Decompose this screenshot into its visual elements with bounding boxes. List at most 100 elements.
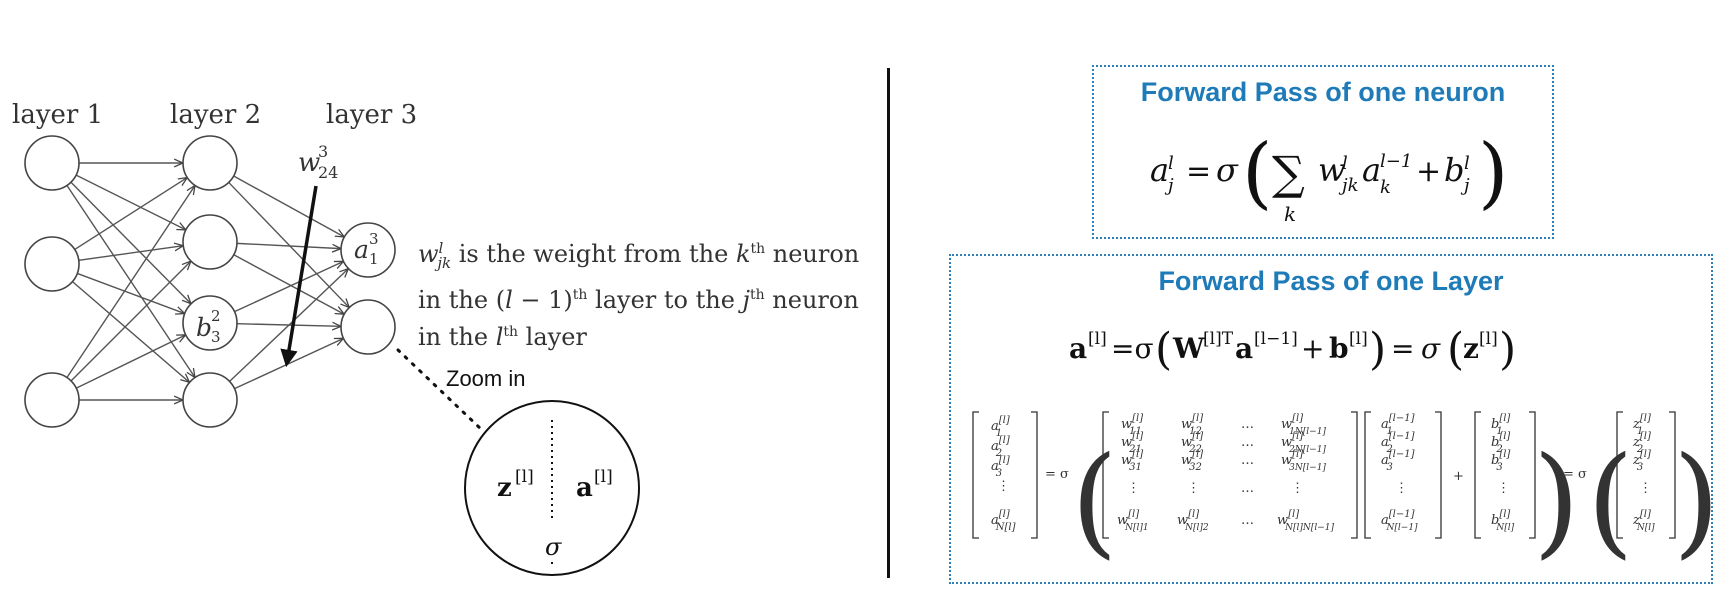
zoom-a: a	[576, 473, 593, 503]
layer-label-2: layer 2	[170, 100, 262, 130]
svg-text:⋮: ⋮	[1639, 481, 1652, 496]
network-edge	[236, 242, 341, 248]
network-edge	[234, 261, 344, 313]
svg-text:w[l]1N[l−1]: w[l] 1N[l−1]	[1281, 413, 1326, 437]
svg-text:jk: jk	[1338, 175, 1359, 196]
svg-text:w: w	[1318, 151, 1345, 189]
svg-text:…: …	[1241, 435, 1254, 450]
svg-text:): )	[1533, 432, 1580, 568]
svg-text:a: a	[1069, 332, 1087, 365]
svg-text:a: a	[1362, 151, 1381, 189]
svg-text:⋮: ⋮	[1395, 481, 1408, 496]
network-edge	[70, 181, 191, 304]
svg-text:⋮: ⋮	[1291, 481, 1304, 496]
network-edge	[72, 281, 189, 383]
zoom-sigma: σ	[545, 533, 562, 561]
layer-box-title: Forward Pass of one Layer	[1158, 266, 1504, 296]
svg-text:b[l]N[l]: b[l] N[l]	[1491, 509, 1515, 533]
description-line-1: wljk is the weight from the kth neuron	[418, 239, 860, 272]
weight-description: wljk is the weight from the kth neuron i…	[418, 232, 859, 353]
neural-network-diagram: w 3 24 a 3 1 b 2 3 z [l] a [l] σ	[24, 135, 640, 576]
neuron-node-l3-1	[340, 222, 396, 278]
weight-sup: 3	[318, 142, 328, 161]
layer-label-3: layer 3	[326, 100, 418, 130]
svg-text:∑: ∑	[1272, 146, 1305, 200]
neuron-node-l2-1	[182, 135, 238, 191]
neuron-node-l2-3	[182, 295, 238, 351]
svg-text:b: b	[1329, 332, 1349, 365]
zoom-z: z	[497, 473, 512, 503]
svg-text:= σ: = σ	[1563, 467, 1587, 482]
svg-text:[l]: [l]	[1349, 329, 1368, 349]
node-b32-sub: 3	[211, 328, 221, 346]
svg-text:[l]: [l]	[1479, 329, 1498, 349]
network-nodes	[24, 135, 396, 428]
svg-text:w[l]N[l]1: w[l] N[l]1	[1117, 509, 1149, 533]
network-edge	[77, 272, 184, 313]
network-edge	[228, 181, 350, 307]
svg-text:w[l]32: w[l] 32	[1181, 449, 1203, 473]
weight-sub: 24	[318, 163, 338, 182]
neuron-node-l1-3	[24, 372, 80, 428]
node-a13-sup: 3	[369, 230, 379, 248]
zoom-in-label: Zoom in	[446, 366, 526, 391]
network-edges	[66, 163, 350, 400]
svg-text:k: k	[1284, 202, 1296, 226]
svg-text:l: l	[1342, 153, 1348, 174]
layer-formula: a [l] =σ ( W [l]T a [l−1] + b [l] ) = σ …	[1069, 324, 1516, 375]
network-edge	[233, 175, 345, 237]
svg-text:(: (	[1447, 324, 1464, 375]
neuron-formula: a l j = σ ( ∑ k w l jk a l−1 k + b l j )	[1150, 128, 1508, 226]
svg-text:W: W	[1172, 332, 1205, 365]
svg-text:[l]T: [l]T	[1203, 329, 1234, 349]
svg-text:(: (	[1071, 432, 1118, 568]
svg-text:σ: σ	[1421, 332, 1441, 365]
svg-text:w[l]11: w[l] 11	[1121, 413, 1143, 437]
zoom-z-sup: [l]	[515, 467, 534, 487]
svg-text:σ: σ	[1216, 151, 1239, 189]
neuron-node-l1-1	[24, 135, 80, 191]
zoom-connector	[396, 348, 484, 432]
svg-text:…: …	[1241, 481, 1254, 496]
svg-text:w[l]31: w[l] 31	[1121, 449, 1143, 473]
svg-text:w[l]N[l]N[l−1]: w[l] N[l]N[l−1]	[1277, 509, 1334, 533]
svg-text:+: +	[1301, 332, 1324, 365]
svg-text:): )	[1478, 128, 1508, 218]
node-b32-label: b	[196, 313, 212, 342]
network-edge	[70, 261, 191, 382]
svg-text:(: (	[1587, 432, 1634, 568]
description-line-3: in the lth layer	[418, 322, 587, 351]
svg-text:(: (	[1155, 324, 1172, 375]
svg-text:= σ: = σ	[1045, 467, 1069, 482]
matrix-equation: a[l] 1 a[l] 2 a[l] 3 ⋮ a[l] N[l] = σ ( w[l] 1…	[972, 411, 1711, 568]
svg-text:[l]: [l]	[1088, 329, 1107, 349]
svg-text:a[l−1]3: a[l−1] 3	[1381, 449, 1415, 473]
svg-text:a: a	[1150, 151, 1169, 189]
svg-text:…: …	[1241, 453, 1254, 468]
svg-text:z[l]N[l]: z[l] N[l]	[1632, 509, 1655, 533]
neuron-node-l1-2	[24, 236, 80, 292]
network-edge	[229, 269, 349, 382]
network-edge	[78, 246, 184, 261]
svg-text:⋮: ⋮	[1497, 481, 1510, 496]
svg-text:a: a	[1235, 332, 1253, 365]
node-a13-sub: 1	[369, 250, 379, 268]
zoom-a-sup: [l]	[594, 467, 613, 487]
svg-text:w[l]21: w[l] 21	[1121, 431, 1143, 455]
svg-text:w[l]12: w[l] 12	[1181, 413, 1203, 437]
svg-text:…: …	[1241, 417, 1254, 432]
svg-text:): )	[1369, 324, 1386, 375]
svg-text:a[l]3: a[l] 3	[991, 455, 1010, 479]
svg-text:): )	[1673, 432, 1711, 568]
network-edge	[75, 335, 185, 389]
svg-text:w[l]22: w[l] 22	[1181, 431, 1203, 455]
network-edge	[75, 174, 186, 230]
neuron-box: Forward Pass of one neuron a l j = σ ( ∑…	[1092, 65, 1554, 239]
neuron-node-l2-4	[182, 372, 238, 428]
svg-text:…: …	[1241, 513, 1254, 528]
vertical-divider	[887, 68, 890, 578]
svg-text:+: +	[1453, 469, 1464, 484]
svg-text:⋮: ⋮	[1187, 481, 1200, 496]
svg-text:j: j	[1164, 175, 1174, 196]
svg-text:+: +	[1416, 154, 1441, 189]
